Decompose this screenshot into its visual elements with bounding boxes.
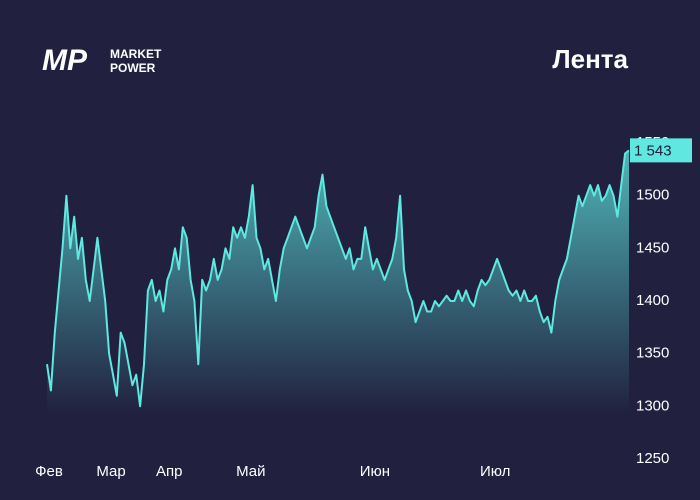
- y-tick-label: 1400: [636, 292, 669, 309]
- y-tick-label: 1250: [636, 450, 669, 467]
- x-tick-label: Июн: [360, 463, 390, 480]
- logo-text: POWER: [110, 61, 156, 75]
- line: [46, 149, 630, 408]
- value-label-box: [630, 138, 692, 163]
- x-tick-label: Мар: [96, 463, 125, 480]
- logo-text: MARKET: [110, 47, 162, 61]
- x-tick-label: Фев: [35, 463, 63, 480]
- x-tick-label: Июл: [480, 463, 510, 480]
- y-tick-label: 1300: [636, 397, 669, 414]
- logo-mark: MP: [42, 44, 88, 77]
- x-tick-label: Май: [236, 463, 265, 480]
- y-tick-label: 1350: [636, 345, 669, 362]
- y-tick-label: 1500: [636, 187, 669, 204]
- value-label: 1 543: [634, 142, 672, 159]
- y-tick-label: 1450: [636, 239, 669, 256]
- area: [47, 150, 629, 459]
- x-tick-label: Апр: [156, 463, 182, 480]
- chart-title: Лента: [552, 44, 628, 74]
